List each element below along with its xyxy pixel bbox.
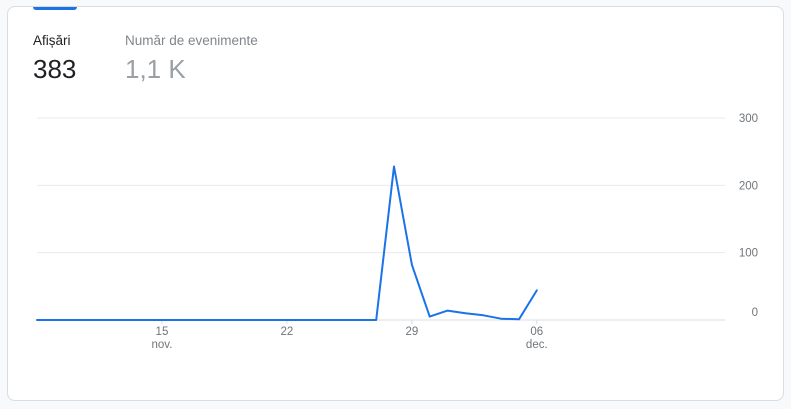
active-metric-indicator xyxy=(33,7,77,10)
x-tick-label-15: 15 xyxy=(156,326,169,338)
y-tick-label-300: 300 xyxy=(739,113,758,125)
x-tick-sublabel-dec.: dec. xyxy=(526,339,548,351)
metric-label-event-count: Număr de evenimente xyxy=(125,33,258,48)
y-tick-label-100: 100 xyxy=(739,248,758,260)
chart-card: Afișări 383 Număr de evenimente 1,1 K xyxy=(7,6,784,401)
metric-value-event-count: 1,1 K xyxy=(125,54,186,84)
y-tick-label-0: 0 xyxy=(752,307,758,319)
series-layer xyxy=(36,165,538,321)
metric-value-impressions: 383 xyxy=(33,54,77,84)
metric-tab-impressions[interactable]: Afișări 383 xyxy=(33,33,76,84)
x-tick-sublabel-nov.: nov. xyxy=(152,339,173,351)
series-line-0 xyxy=(36,165,538,321)
x-tick-label-29: 29 xyxy=(405,326,418,338)
metric-label-impressions: Afișări xyxy=(33,33,71,48)
metric-tab-event-count[interactable]: Număr de evenimente 1,1 K xyxy=(125,33,258,84)
y-tick-label-200: 200 xyxy=(739,180,758,192)
x-tick-label-06: 06 xyxy=(530,326,543,338)
grid-lines xyxy=(37,117,725,324)
y-axis-ticks: 0 100 200 300 xyxy=(739,113,758,319)
x-tick-label-22: 22 xyxy=(281,326,294,338)
